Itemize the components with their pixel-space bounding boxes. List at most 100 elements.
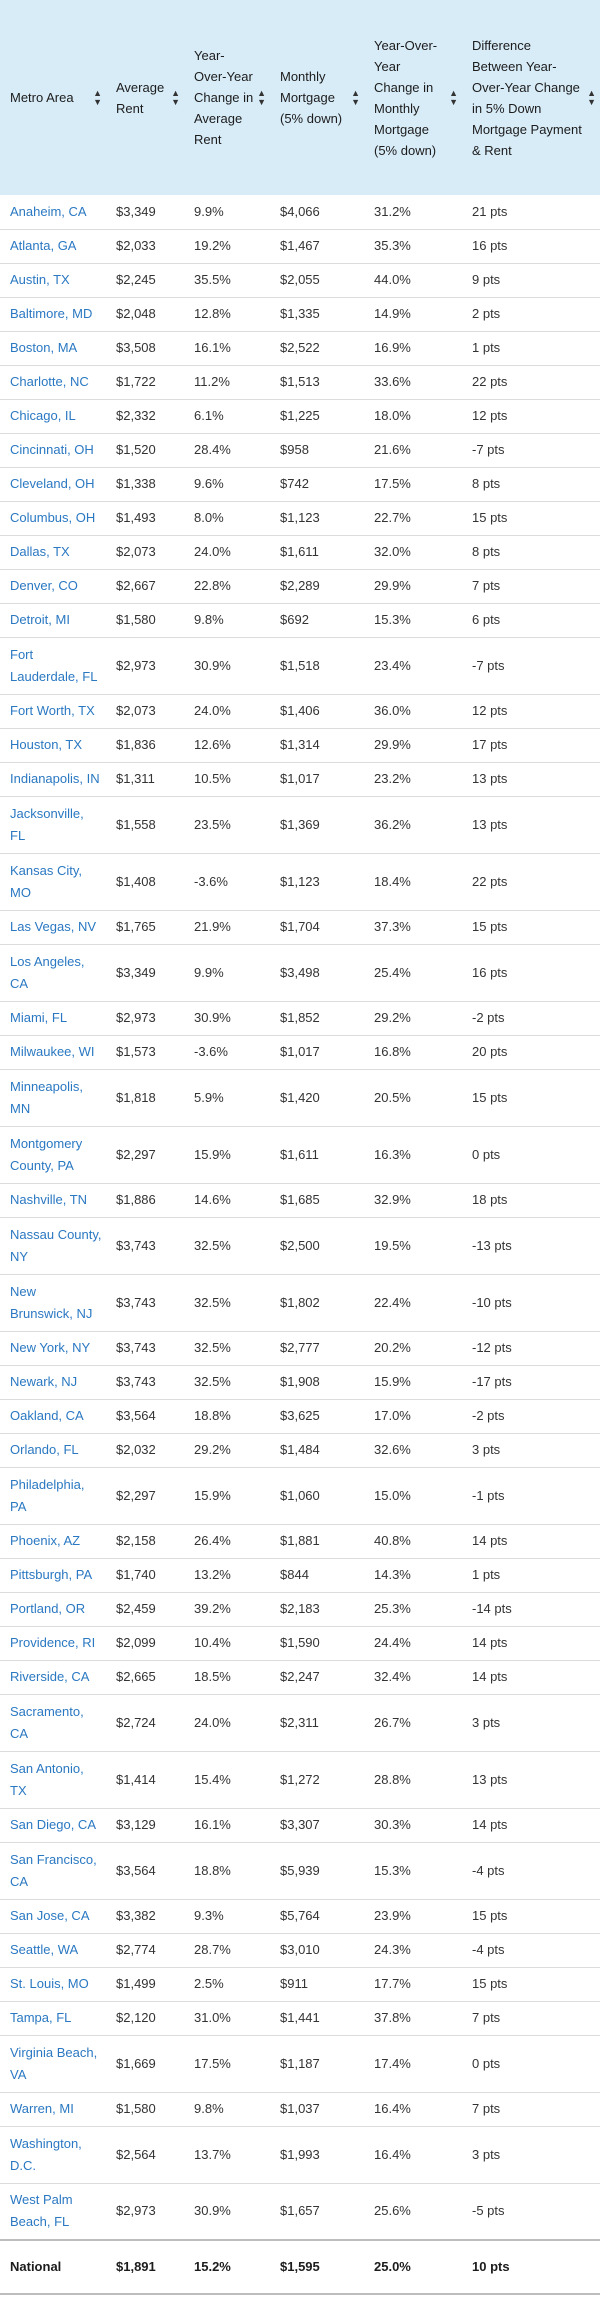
metro-area-cell[interactable]: Cincinnati, OH [0,433,106,468]
metro-area-cell[interactable]: New York, NY [0,1331,106,1366]
metro-area-cell[interactable]: Minneapolis, MN [0,1069,106,1127]
metro-area-cell[interactable]: Miami, FL [0,1001,106,1036]
metro-area-cell[interactable]: Charlotte, NC [0,365,106,400]
metro-area-cell[interactable]: Orlando, FL [0,1433,106,1468]
metro-area-cell[interactable]: San Diego, CA [0,1808,106,1843]
metro-area-cell[interactable]: Dallas, TX [0,535,106,570]
mortgage-change-cell: 37.3% [364,910,462,945]
mortgage-change-cell: 23.9% [364,1899,462,1934]
mortgage-change-cell: 24.3% [364,1933,462,1968]
sort-icon[interactable]: ▲ ▼ [257,87,266,107]
monthly-mortgage-cell: $1,852 [270,1001,364,1036]
difference-cell: 1 pts [462,331,600,366]
metro-area-cell[interactable]: Providence, RI [0,1626,106,1661]
metro-area-cell[interactable]: San Francisco, CA [0,1842,106,1900]
metro-area-cell[interactable]: Atlanta, GA [0,229,106,264]
metro-area-cell[interactable]: New Brunswick, NJ [0,1274,106,1332]
metro-area-cell[interactable]: Kansas City, MO [0,853,106,911]
metro-area-cell[interactable]: Newark, NJ [0,1365,106,1400]
table-row: Warren, MI $1,580 9.8% $1,037 16.4% 7 pts [0,2092,600,2127]
metro-area-cell[interactable]: Washington, D.C. [0,2126,106,2184]
sort-icon[interactable]: ▲ ▼ [93,87,102,107]
metro-area-cell[interactable]: Riverside, CA [0,1660,106,1695]
difference-cell: 1 pts [462,1558,600,1593]
monthly-mortgage-cell: $1,467 [270,229,364,264]
metro-area-cell[interactable]: Oakland, CA [0,1399,106,1434]
header-mortgage-change[interactable]: Year-Over-Year Change in Monthly Mortgag… [364,0,462,195]
table-row: St. Louis, MO $1,499 2.5% $911 17.7% 15 pts [0,1967,600,2002]
monthly-mortgage-cell: $958 [270,433,364,468]
metro-area-cell[interactable]: Milwaukee, WI [0,1035,106,1070]
table-row: Pittsburgh, PA $1,740 13.2% $844 14.3% 1 pts [0,1558,600,1593]
metro-area-cell[interactable]: San Antonio, TX [0,1751,106,1809]
header-difference[interactable]: Difference Between Year-Over-Year Change… [462,0,600,195]
metro-area-cell[interactable]: San Jose, CA [0,1899,106,1934]
metro-area-cell[interactable]: Boston, MA [0,331,106,366]
rent-change-cell: 17.5% [184,2035,270,2093]
metro-area-cell[interactable]: Indianapolis, IN [0,762,106,797]
sort-icon[interactable]: ▲ ▼ [587,87,596,107]
monthly-mortgage-cell: $1,611 [270,535,364,570]
metro-area-cell[interactable]: Seattle, WA [0,1933,106,1968]
difference-cell: 14 pts [462,1808,600,1843]
metro-area-cell[interactable]: Fort Lauderdale, FL [0,637,106,695]
metro-area-cell[interactable]: Chicago, IL [0,399,106,434]
sort-icon[interactable]: ▲ ▼ [449,87,458,107]
table-row: Nashville, TN $1,886 14.6% $1,685 32.9% 18 pt… [0,1183,600,1218]
average-rent-cell: $2,459 [106,1592,184,1627]
metro-area-cell[interactable]: Columbus, OH [0,501,106,536]
metro-area-cell[interactable]: Phoenix, AZ [0,1524,106,1559]
header-average-rent[interactable]: Average Rent ▲ ▼ [106,0,184,195]
metro-area-cell[interactable]: Jacksonville, FL [0,796,106,854]
metro-area-cell[interactable]: Sacramento, CA [0,1694,106,1752]
metro-area-cell[interactable]: Las Vegas, NV [0,910,106,945]
difference-cell: 15 pts [462,1967,600,2002]
metro-area-cell[interactable]: Philadelphia, PA [0,1467,106,1525]
rent-change-cell: 2.5% [184,1967,270,2002]
metro-area-cell[interactable]: Houston, TX [0,728,106,763]
metro-area-cell[interactable]: Baltimore, MD [0,297,106,332]
monthly-mortgage-cell: $1,611 [270,1126,364,1184]
metro-area-cell[interactable]: Detroit, MI [0,603,106,638]
rent-change-cell: 10.5% [184,762,270,797]
metro-area-cell[interactable]: Warren, MI [0,2092,106,2127]
metro-area-cell[interactable]: Virginia Beach, VA [0,2035,106,2093]
metro-area-cell[interactable]: Nashville, TN [0,1183,106,1218]
metro-area-cell[interactable]: West Palm Beach, FL [0,2183,106,2241]
metro-area-cell[interactable]: Portland, OR [0,1592,106,1627]
header-label: Year-Over-Year Change in Average Rent [194,48,254,147]
metro-area-cell[interactable]: Tampa, FL [0,2001,106,2036]
average-rent-cell: $2,667 [106,569,184,604]
monthly-mortgage-cell: $1,123 [270,501,364,536]
table-row: San Diego, CA $3,129 16.1% $3,307 30.3% 14 pt… [0,1808,600,1843]
rent-change-cell: 14.6% [184,1183,270,1218]
header-rent-change[interactable]: Year-Over-Year Change in Average Rent ▲ ▼ [184,0,270,195]
average-rent-cell: $1,740 [106,1558,184,1593]
metro-area-cell[interactable]: St. Louis, MO [0,1967,106,2002]
rent-change-cell: 32.5% [184,1274,270,1332]
rent-change-cell: 31.0% [184,2001,270,2036]
metro-area-cell[interactable]: Montgomery County, PA [0,1126,106,1184]
metro-area-cell[interactable]: Los Angeles, CA [0,944,106,1002]
average-rent-cell: $2,297 [106,1467,184,1525]
monthly-mortgage-cell: $1,484 [270,1433,364,1468]
metro-area-cell[interactable]: Nassau County, NY [0,1217,106,1275]
metro-area-cell[interactable]: Anaheim, CA [0,195,106,230]
difference-cell: -13 pts [462,1217,600,1275]
metro-area-cell[interactable]: Pittsburgh, PA [0,1558,106,1593]
difference-cell: 15 pts [462,1899,600,1934]
difference-cell: 22 pts [462,365,600,400]
table-row: Phoenix, AZ $2,158 26.4% $1,881 40.8% 14 pts [0,1524,600,1559]
metro-area-cell[interactable]: Cleveland, OH [0,467,106,502]
sort-icon[interactable]: ▲ ▼ [171,87,180,107]
monthly-mortgage-cell: $2,247 [270,1660,364,1695]
metro-area-cell[interactable]: Denver, CO [0,569,106,604]
metro-area-cell[interactable]: Austin, TX [0,263,106,298]
rent-change-cell: 10.4% [184,1626,270,1661]
header-metro-area[interactable]: Metro Area ▲ ▼ [0,0,106,195]
rent-change-cell: 13.7% [184,2126,270,2184]
sort-icon[interactable]: ▲ ▼ [351,87,360,107]
header-monthly-mortgage[interactable]: Monthly Mortgage (5% down) ▲ ▼ [270,0,364,195]
difference-cell: 8 pts [462,535,600,570]
metro-area-cell[interactable]: Fort Worth, TX [0,694,106,729]
